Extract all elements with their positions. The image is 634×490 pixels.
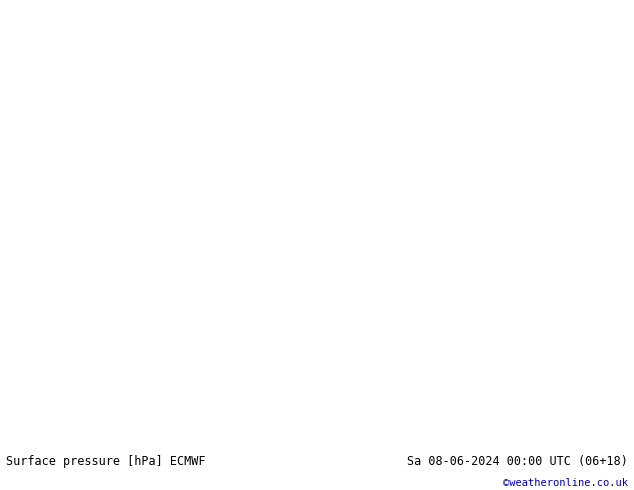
Text: Surface pressure [hPa] ECMWF: Surface pressure [hPa] ECMWF <box>6 455 206 468</box>
Text: Sa 08-06-2024 00:00 UTC (06+18): Sa 08-06-2024 00:00 UTC (06+18) <box>407 455 628 468</box>
Text: ©weatheronline.co.uk: ©weatheronline.co.uk <box>503 478 628 489</box>
